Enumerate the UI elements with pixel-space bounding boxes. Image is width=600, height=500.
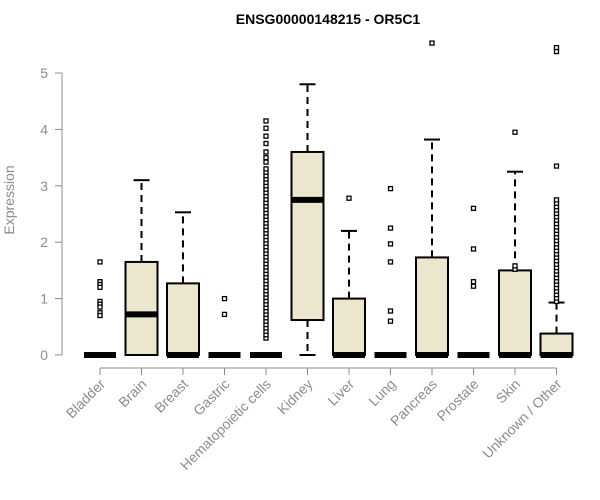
outlier-point [387,225,394,231]
outlier-point [387,185,394,192]
outlier-point [470,279,477,285]
box [332,297,366,357]
outlier-point [263,159,269,165]
x-tick-label: Prostate [433,376,481,424]
x-tick-label: Unknown / Other [479,376,565,462]
outlier-point [512,129,518,135]
box [166,282,200,357]
x-tick-label: Kidney [274,376,316,418]
box [539,332,574,356]
outlier-point [470,205,477,212]
x-tick-label: Breast [151,376,191,416]
outlier-point [263,154,269,161]
outlier-point [512,263,518,269]
y-tick-label: 0 [40,347,48,363]
box [290,150,325,322]
outlier-point [97,304,103,310]
x-tick-label: Bladder [63,376,109,422]
outlier-point [97,284,103,290]
outlier-point [387,318,394,324]
outlier-point [553,163,560,169]
outlier-point [553,48,560,55]
outlier-point [346,195,352,201]
outlier-point [97,259,103,265]
y-tick-label: 2 [40,234,48,250]
outlier-point [221,311,228,318]
outlier-point [263,118,269,124]
outlier-point [263,149,269,155]
box [124,260,159,356]
y-tick-label: 5 [40,65,48,81]
y-tick-label: 4 [40,121,48,137]
outlier-point [470,246,477,252]
outlier-point [263,125,269,131]
box [498,269,532,356]
outlier-point [553,197,560,203]
x-tick-label: Skin [493,376,524,407]
box [415,256,449,357]
outlier-point [263,166,269,172]
outlier-point [387,259,394,265]
outlier-point [263,133,269,139]
chart-title: ENSG00000148215 - OR5C1 [236,11,421,27]
outlier-point [221,295,228,302]
outlier-point [470,283,477,289]
outlier-point [97,312,103,319]
outlier-point [429,40,435,46]
outlier-point [263,140,269,147]
x-tick-label: Liver [324,376,357,409]
outlier-point [387,241,394,247]
y-axis-label: Expression [1,165,17,234]
x-tick-label: Lung [365,376,398,409]
y-tick-label: 3 [40,178,48,194]
x-tick-label: Brain [115,376,149,410]
y-tick-label: 1 [40,291,48,307]
outlier-point [387,308,394,314]
